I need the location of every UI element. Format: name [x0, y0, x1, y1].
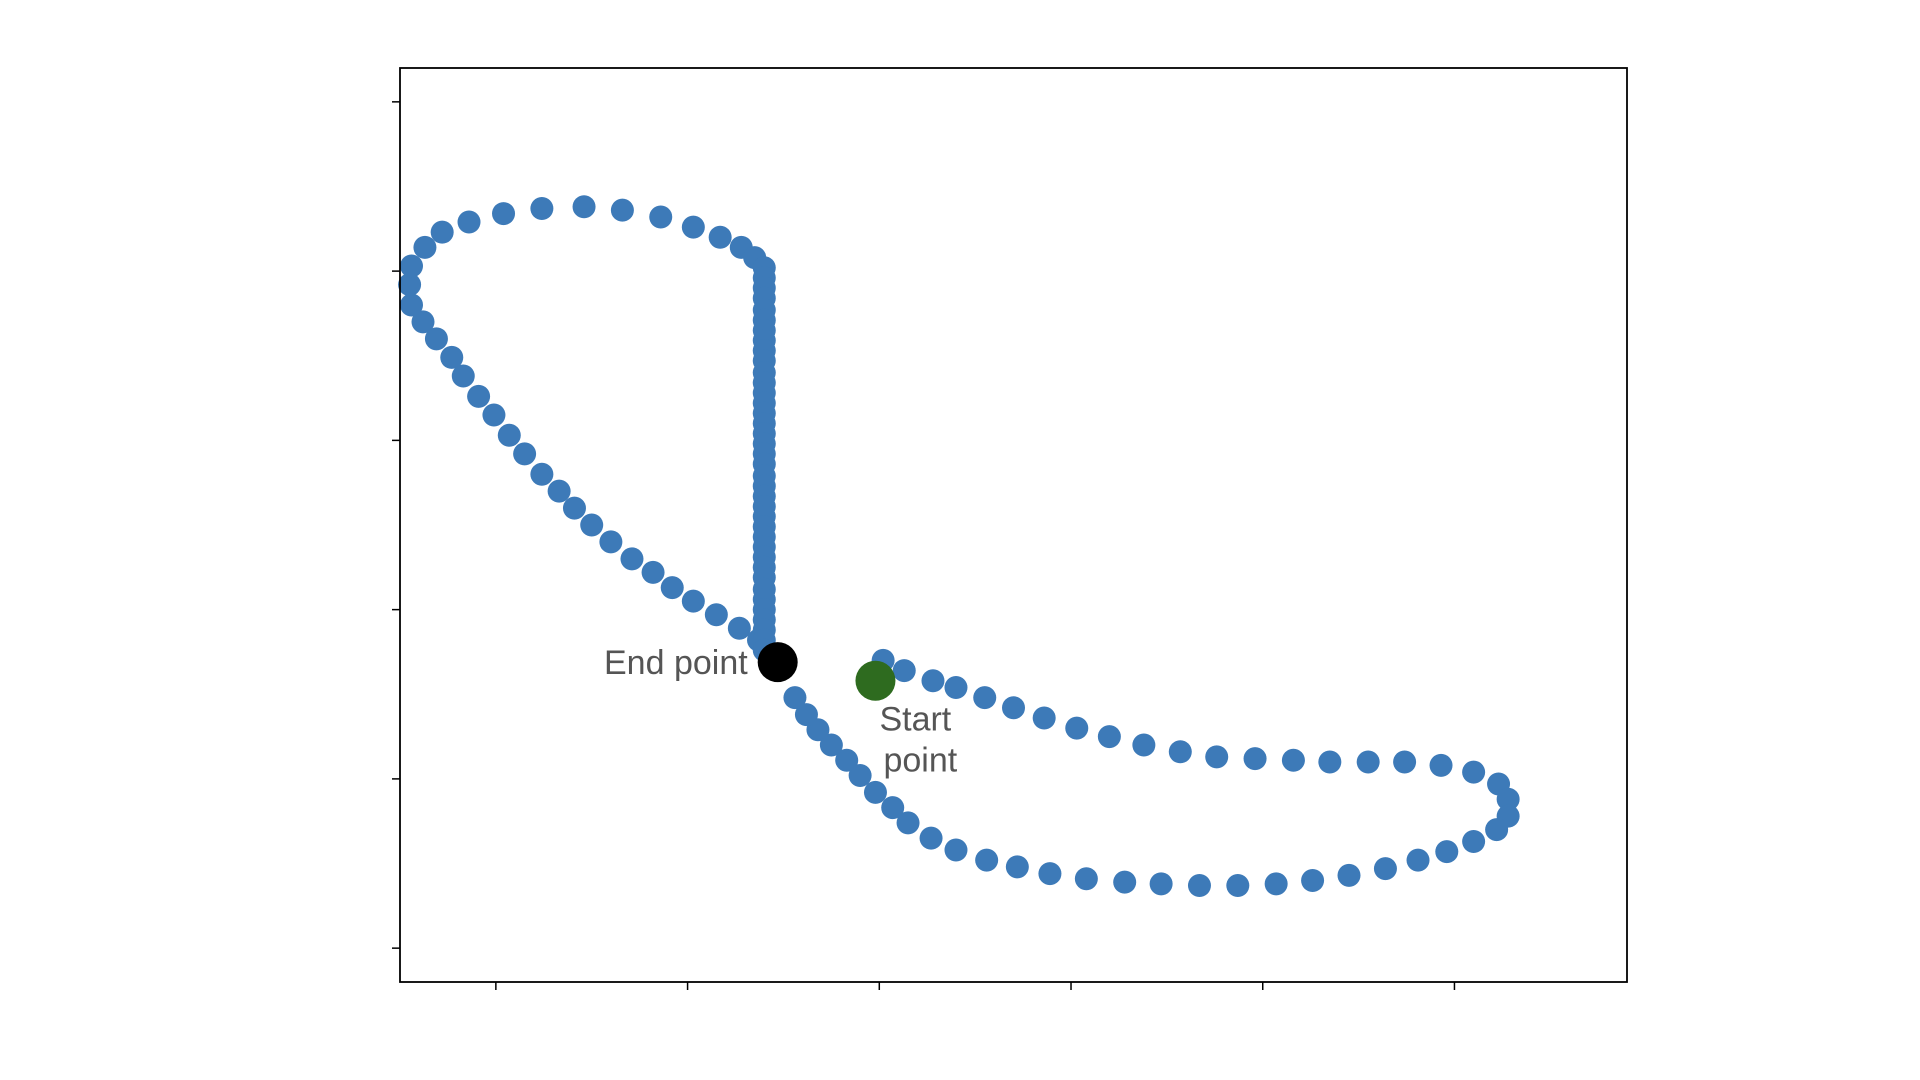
- start-point-label-line-2: point: [883, 742, 957, 780]
- plot-frame: [399, 67, 1628, 983]
- trajectory-point: [413, 235, 437, 259]
- trajectory-point: [892, 659, 916, 683]
- trajectory-point: [1337, 863, 1361, 887]
- trajectory-point: [681, 589, 705, 613]
- trajectory-point: [411, 310, 435, 334]
- trajectory-point: [482, 403, 506, 427]
- trajectory-point: [400, 254, 424, 278]
- trajectory-point: [708, 225, 732, 249]
- trajectory-point: [424, 327, 448, 351]
- trajectory-series: [398, 195, 1520, 898]
- trajectory-point: [727, 616, 751, 640]
- trajectory-point: [863, 780, 887, 804]
- trajectory-point: [973, 686, 997, 710]
- trajectory-point: [1032, 706, 1056, 730]
- trajectory-point: [1462, 830, 1486, 854]
- start-end-markers: [757, 642, 896, 701]
- trajectory-point: [1406, 848, 1430, 872]
- trajectory-point: [513, 442, 537, 466]
- trajectory-point: [430, 220, 454, 244]
- trajectory-point: [1038, 862, 1062, 886]
- trajectory-point: [681, 215, 705, 239]
- trajectory-point: [1264, 872, 1288, 896]
- x-axis-ticks: [495, 982, 1456, 990]
- trajectory-point: [649, 205, 673, 229]
- trajectory-point: [620, 547, 644, 571]
- trajectory-point: [1373, 857, 1397, 881]
- trajectory-point: [440, 345, 464, 369]
- end-point-marker: [757, 642, 798, 683]
- trajectory-point: [819, 733, 843, 757]
- trajectory-point: [1149, 872, 1173, 896]
- trajectory-point: [1393, 750, 1417, 774]
- trajectory-point: [1318, 750, 1342, 774]
- trajectory-point: [921, 669, 945, 693]
- trajectory-point: [562, 496, 586, 520]
- trajectory-point: [794, 703, 818, 727]
- trajectory-point: [1065, 716, 1089, 740]
- trajectory-point: [1301, 868, 1325, 892]
- trajectory-point: [848, 764, 872, 788]
- y-axis-ticks: [392, 101, 400, 949]
- trajectory-point: [610, 198, 634, 222]
- trajectory-point: [467, 384, 491, 408]
- trajectory-point: [896, 811, 920, 835]
- trajectory-point: [783, 686, 807, 710]
- trajectory-point: [497, 423, 521, 447]
- trajectory-point: [572, 195, 596, 219]
- trajectory-point: [1002, 696, 1025, 720]
- trajectory-point: [599, 530, 623, 554]
- trajectory-point: [1187, 874, 1211, 898]
- trajectory-point: [1462, 760, 1486, 784]
- trajectory-point: [1074, 867, 1098, 891]
- annotations: End point Start point: [604, 644, 958, 780]
- trajectory-point: [530, 462, 554, 486]
- trajectory-point: [944, 838, 968, 862]
- trajectory-point: [919, 826, 943, 850]
- start-point-label-line-1: Start: [879, 701, 951, 739]
- trajectory-point: [580, 513, 604, 537]
- trajectory-point: [704, 603, 728, 627]
- trajectory-point: [1005, 855, 1029, 879]
- trajectory-point: [451, 364, 475, 388]
- end-point-label: End point: [604, 644, 748, 682]
- trajectory-point: [1132, 733, 1156, 757]
- trajectory-point: [1435, 840, 1459, 864]
- trajectory-point: [1429, 753, 1453, 777]
- trajectory-point: [457, 210, 481, 234]
- trajectory-point: [975, 848, 999, 872]
- trajectory-point: [1226, 874, 1250, 898]
- trajectory-point: [835, 748, 859, 772]
- start-point-marker: [855, 660, 896, 701]
- trajectory-point: [881, 796, 905, 820]
- trajectory-point: [1097, 725, 1121, 749]
- trajectory-point: [641, 560, 665, 584]
- trajectory-point: [660, 576, 684, 600]
- trajectory-point: [1168, 740, 1192, 764]
- trajectory-point: [398, 273, 422, 297]
- trajectory-point: [400, 293, 424, 317]
- trajectory-point: [1485, 818, 1509, 842]
- trajectory-point: [492, 202, 516, 226]
- trajectory-point: [1243, 747, 1267, 771]
- trajectory-point: [547, 479, 571, 503]
- trajectory-point: [1205, 745, 1229, 769]
- trajectory-point: [1113, 870, 1137, 894]
- trajectory-point: [944, 675, 968, 699]
- trajectory-point: [530, 196, 554, 220]
- trajectory-point: [1281, 748, 1305, 772]
- trajectory-point: [1356, 750, 1380, 774]
- trajectory-point: [1496, 787, 1520, 811]
